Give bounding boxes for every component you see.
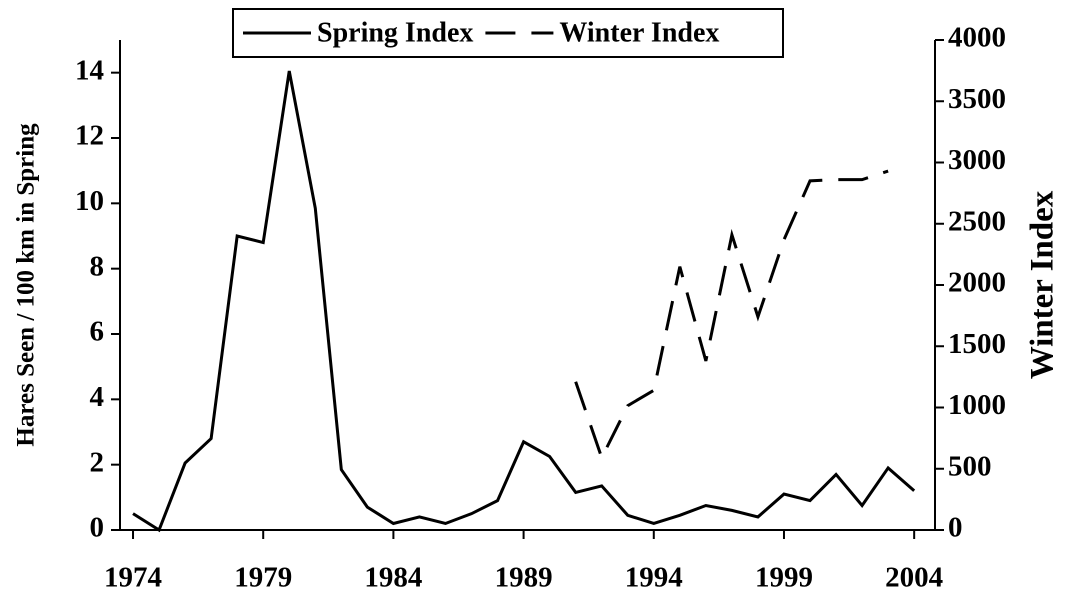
x-tick-label: 1989: [495, 562, 553, 594]
legend: Spring Index Winter Index: [232, 8, 784, 58]
x-tick-label: 1974: [104, 562, 162, 594]
y2-tick-label: 2000: [948, 267, 1006, 299]
y2-tick-label: 500: [948, 450, 992, 482]
y-tick-label: 12: [75, 120, 104, 152]
series-line: [132, 70, 916, 533]
legend-label: Winter Index: [559, 17, 719, 48]
x-tick-label: 1979: [234, 562, 292, 594]
y2-axis-title: Winter Index: [1025, 190, 1061, 379]
y-tick-label: 6: [90, 316, 105, 348]
y2-tick-label: 3000: [948, 144, 1006, 176]
x-tick-label: 1994: [625, 562, 683, 594]
series-line: [574, 169, 889, 462]
y-tick-label: 14: [75, 54, 104, 86]
legend-label: Spring Index: [317, 17, 473, 48]
y2-tick-label: 1000: [948, 389, 1006, 421]
x-tick-label: 1999: [755, 562, 813, 594]
y2-tick-label: 4000: [948, 22, 1006, 54]
x-tick-label: 1984: [364, 562, 422, 594]
x-tick-label: 2004: [885, 562, 943, 594]
y-tick-label: 2: [90, 446, 105, 478]
y-tick-label: 0: [90, 512, 105, 544]
y-tick-label: 8: [90, 250, 105, 282]
y-tick-label: 10: [75, 185, 104, 217]
y-axis-title: Hares Seen / 100 km in Spring: [13, 123, 40, 447]
y2-tick-label: 2500: [948, 205, 1006, 237]
y-tick-label: 4: [90, 381, 105, 413]
y2-tick-label: 3500: [948, 83, 1006, 115]
y2-tick-label: 0: [948, 512, 963, 544]
y2-tick-label: 1500: [948, 328, 1006, 360]
